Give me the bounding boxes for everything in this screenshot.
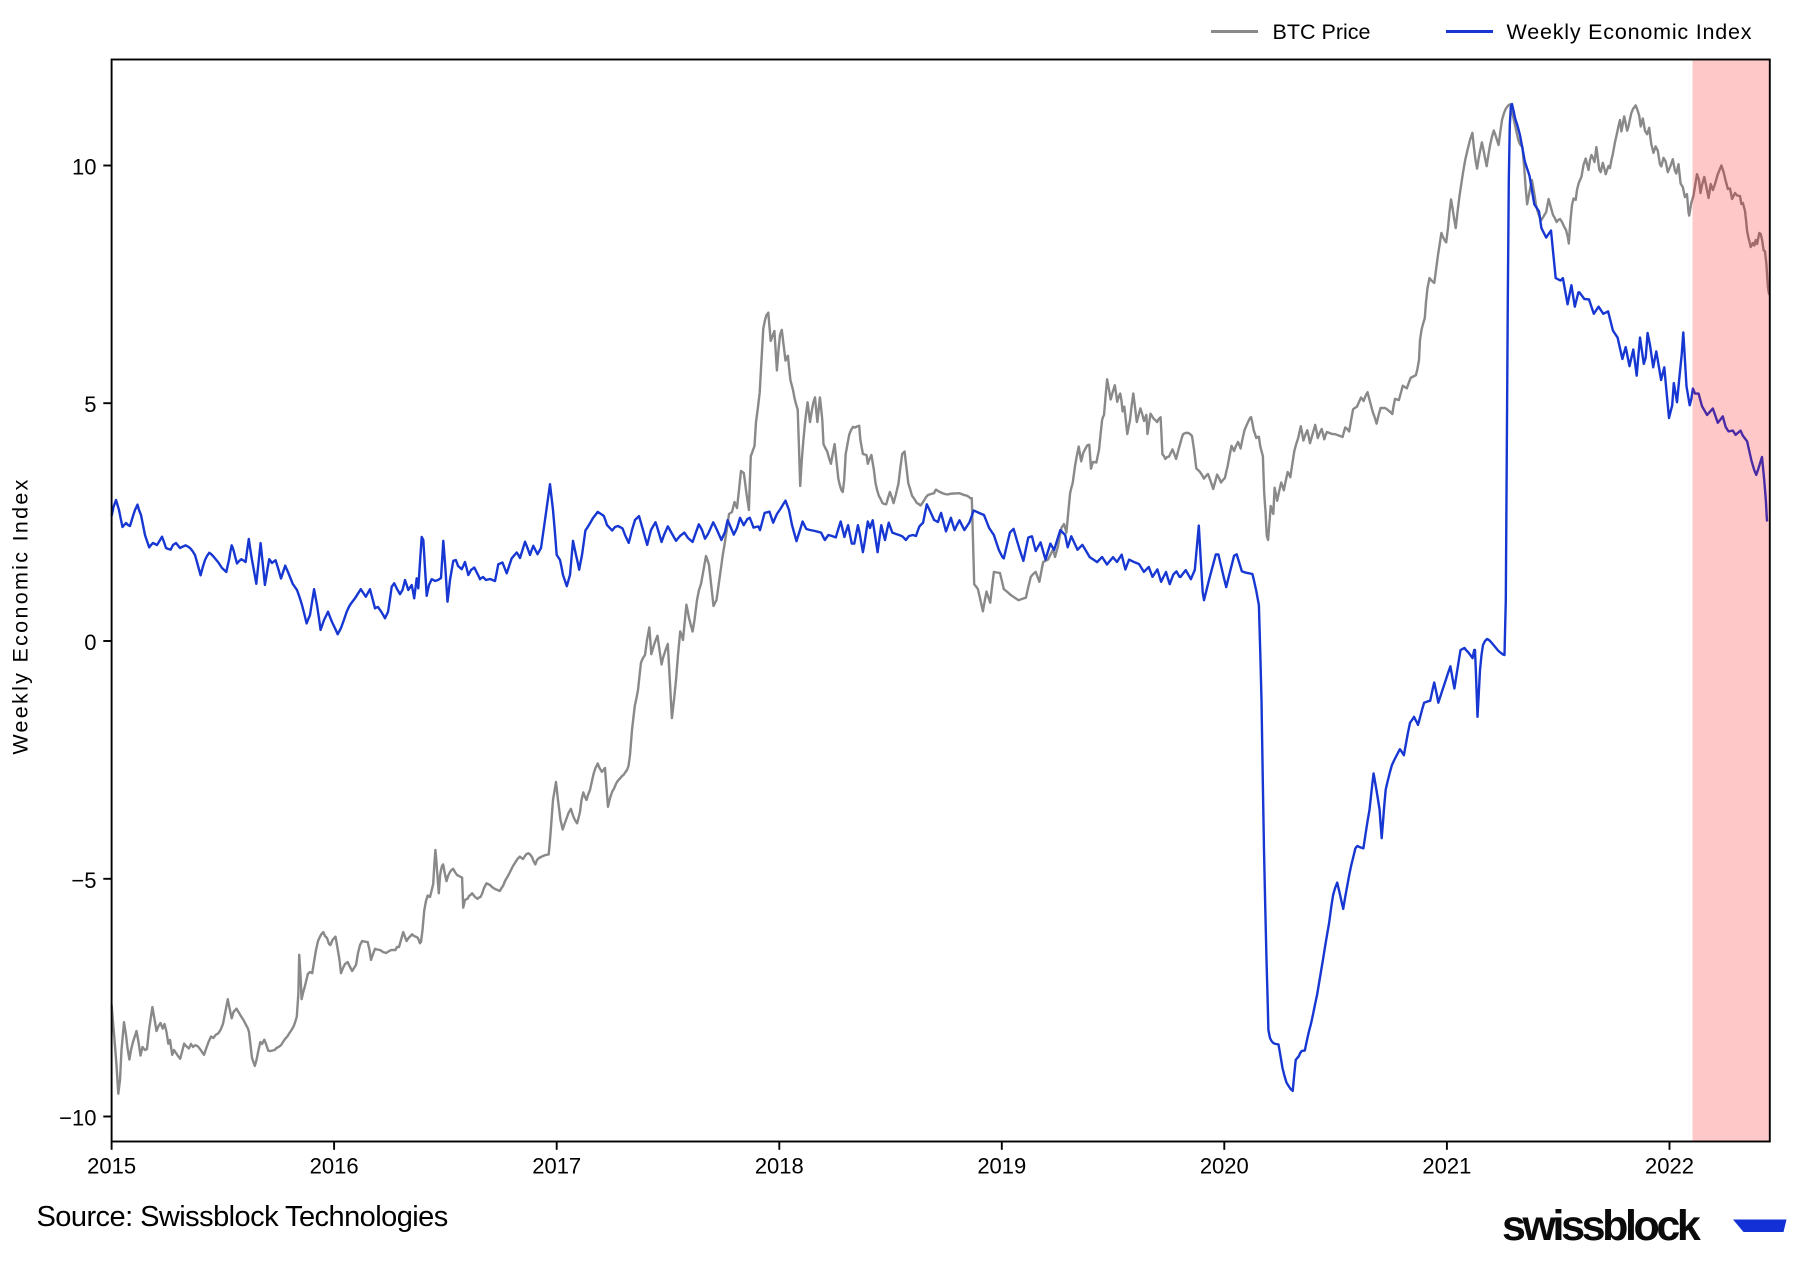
svg-text:2019: 2019: [977, 1154, 1026, 1179]
svg-text:−10: −10: [59, 1106, 96, 1131]
svg-text:Weekly Economic Index: Weekly Economic Index: [9, 477, 33, 754]
svg-text:2020: 2020: [1200, 1154, 1249, 1179]
svg-text:2017: 2017: [532, 1154, 581, 1179]
svg-text:swissblock: swissblock: [1502, 1202, 1701, 1250]
svg-text:10: 10: [72, 155, 96, 180]
svg-text:Weekly Economic Index: Weekly Economic Index: [1507, 20, 1753, 44]
svg-text:2022: 2022: [1645, 1154, 1694, 1179]
svg-text:2021: 2021: [1422, 1154, 1471, 1179]
svg-text:Source: Swissblock Technologie: Source: Swissblock Technologies: [37, 1201, 448, 1233]
svg-text:BTC Price: BTC Price: [1273, 20, 1371, 44]
svg-text:2018: 2018: [755, 1154, 804, 1179]
svg-text:0: 0: [84, 630, 96, 655]
svg-text:−5: −5: [71, 868, 96, 893]
svg-text:2015: 2015: [87, 1154, 136, 1179]
svg-text:2016: 2016: [310, 1154, 359, 1179]
svg-text:5: 5: [84, 392, 96, 417]
